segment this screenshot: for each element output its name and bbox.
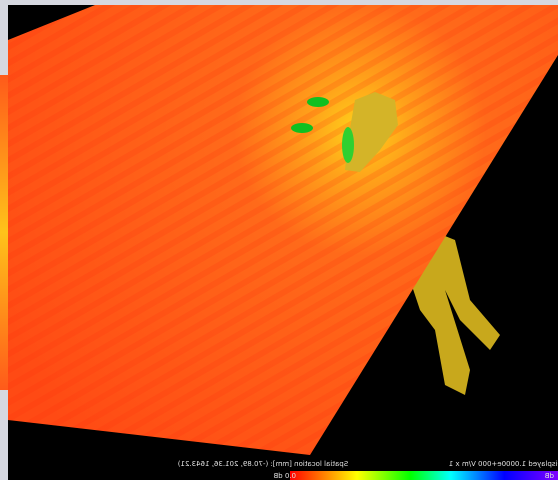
frame-top bbox=[0, 0, 558, 5]
location-text: Spatial location [mm]: (-70.89, 201.36, … bbox=[178, 460, 349, 468]
hotspot bbox=[307, 97, 329, 107]
displayed-text: E/H Displayed 1.0000e+000 V/m x 1 bbox=[449, 460, 558, 468]
hotspot bbox=[291, 123, 313, 133]
side-strip bbox=[0, 75, 8, 390]
colorbar-min-label: 0.0 dB bbox=[273, 472, 296, 480]
body-model bbox=[410, 230, 500, 395]
mirrored-labels: Spatial location [mm]: (-70.89, 201.36, … bbox=[178, 460, 558, 480]
field-waves bbox=[8, 5, 558, 455]
colorbar bbox=[290, 471, 558, 480]
colorbar-max-label: dB bbox=[545, 472, 554, 480]
hotspot bbox=[342, 127, 354, 163]
head-model bbox=[345, 92, 398, 172]
